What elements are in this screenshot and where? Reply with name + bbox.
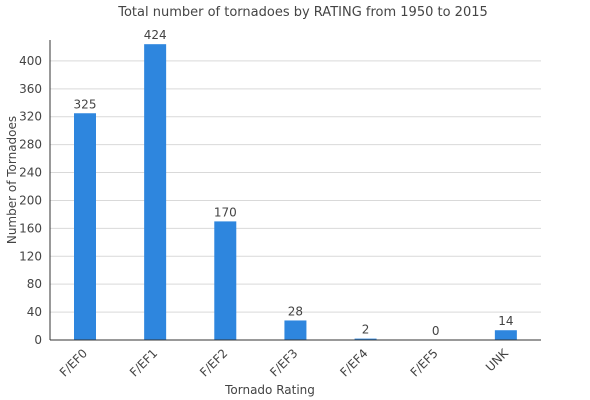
bar-f-ef0 [74,113,96,340]
chart-title: Total number of tornadoes by RATING from… [117,5,488,20]
data-label: 2 [362,323,370,337]
y-tick-label: 80 [27,277,42,291]
y-tick-label: 240 [19,166,42,180]
y-axis-label: Number of Tornadoes [5,116,19,244]
data-label: 424 [144,28,167,42]
x-tick-label: F/EF3 [267,346,300,379]
bar-unk [494,330,517,340]
x-tick-label: UNK [483,345,512,374]
bars [74,44,517,341]
gridlines [50,60,541,313]
y-tick-label: 360 [19,82,42,96]
data-label: 170 [214,205,237,219]
x-tick-label: F/EF2 [197,346,230,379]
x-axis-ticks: F/EF0 F/EF1 F/EF2 F/EF3 F/EF4 F/EF5 UNK [57,345,512,379]
bar-f-ef1 [144,44,167,341]
y-tick-label: 200 [19,193,42,207]
y-tick-label: 280 [19,138,42,152]
y-tick-label: 120 [19,249,42,263]
bar-f-ef3 [284,320,307,340]
data-label: 0 [432,324,440,338]
x-axis-label: Tornado Rating [224,383,315,397]
y-tick-label: 320 [19,110,42,124]
data-label: 14 [498,314,513,328]
y-tick-label: 40 [27,305,42,319]
bar-f-ef2 [214,221,237,340]
y-tick-label: 400 [19,54,42,68]
y-axis-ticks: 0 40 80 120 160 200 240 280 320 360 400 [19,54,42,347]
y-tick-label: 0 [34,333,42,347]
data-label: 28 [288,304,303,318]
bar-f-ef4 [354,338,377,340]
x-tick-label: F/EF1 [127,346,160,379]
x-tick-label: F/EF0 [57,346,90,379]
data-labels: 325 424 170 28 2 0 14 [74,28,514,338]
y-tick-label: 160 [19,221,42,235]
data-label: 325 [74,97,97,111]
x-tick-label: F/EF4 [337,346,370,379]
x-tick-label: F/EF5 [408,346,441,379]
